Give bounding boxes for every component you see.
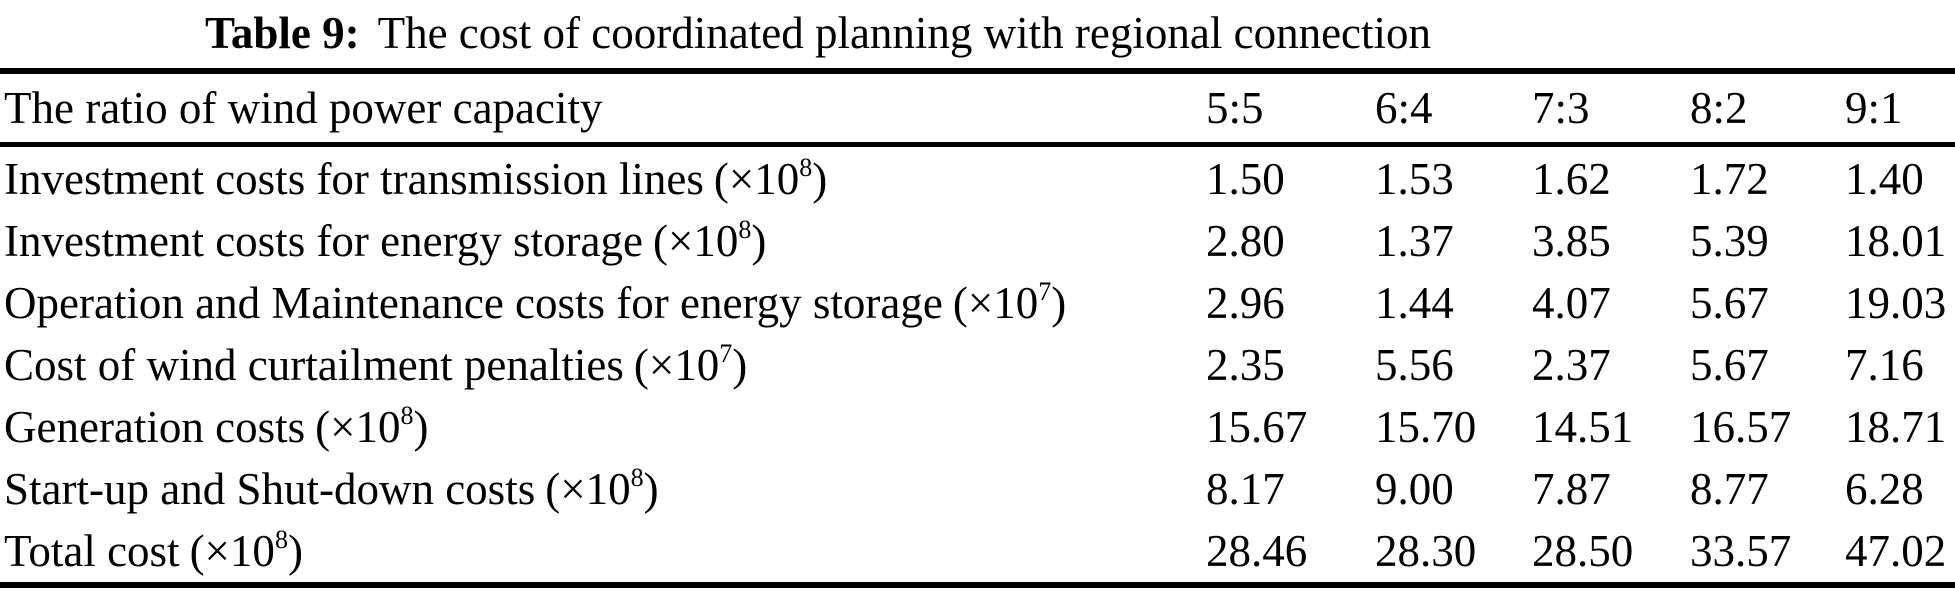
table-body: Investment costs for transmission lines(…: [0, 148, 1955, 582]
cell-value: 28.46: [1206, 526, 1308, 576]
row-unit: (×108): [545, 463, 659, 514]
table-row: Investment costs for energy storage (×108…: [0, 210, 1955, 272]
cell-value: 7.87: [1532, 464, 1611, 514]
row-unit: (×108): [189, 525, 303, 576]
cell-value: 15.70: [1375, 402, 1477, 452]
row-unit: (×108): [315, 401, 429, 452]
row-label: Start-up and Shut-down costs (×108): [4, 463, 659, 514]
exponent: 7: [719, 339, 733, 368]
cell-value: 7.16: [1845, 340, 1924, 390]
cell-value: 5.67: [1690, 340, 1769, 390]
exponent: 8: [274, 525, 288, 554]
exponent: 8: [799, 153, 813, 182]
cell-value: 8.17: [1206, 464, 1285, 514]
row-label: Total cost (×108): [4, 525, 303, 576]
row-unit: (×107): [952, 277, 1067, 328]
column-header-ratio: 5:5: [1206, 83, 1264, 133]
top-rule: [0, 68, 1955, 74]
cell-value: 18.71: [1845, 402, 1947, 452]
column-header-ratio: 9:1: [1845, 83, 1903, 133]
cell-value: 14.51: [1532, 402, 1634, 452]
cell-value: 2.35: [1206, 340, 1285, 390]
row-unit: (×107): [633, 339, 748, 390]
cell-value: 8.77: [1690, 464, 1769, 514]
cell-value: 1.62: [1532, 154, 1611, 204]
row-unit: (×108): [713, 153, 828, 204]
exponent: 7: [1038, 277, 1052, 306]
column-header-ratio: 6:4: [1375, 83, 1433, 133]
table-row: Total cost (×108) 28.46 28.30 28.50 33.57…: [0, 520, 1955, 582]
table-row: Start-up and Shut-down costs (×108) 8.17 …: [0, 458, 1955, 520]
cell-value: 16.57: [1690, 402, 1792, 452]
cell-value: 1.44: [1375, 278, 1454, 328]
row-label: Cost of wind curtailment penalties (×107): [4, 339, 748, 390]
column-header-ratio: 8:2: [1690, 83, 1748, 133]
table-caption-text: The cost of coordinated planning with re…: [377, 8, 1432, 58]
row-unit: (×108): [653, 215, 767, 266]
cell-value: 28.50: [1532, 526, 1634, 576]
cell-value: 5.67: [1690, 278, 1769, 328]
table-caption-number: Table 9:: [204, 8, 360, 58]
cell-value: 5.39: [1690, 216, 1769, 266]
cell-value: 18.01: [1845, 216, 1947, 266]
cell-value: 47.02: [1845, 526, 1947, 576]
cell-value: 28.30: [1375, 526, 1477, 576]
table-row: Generation costs (×108) 15.67 15.70 14.51…: [0, 396, 1955, 458]
cell-value: 1.53: [1375, 154, 1454, 204]
cell-value: 4.07: [1532, 278, 1611, 328]
cell-value: 33.57: [1690, 526, 1792, 576]
cell-value: 1.50: [1206, 154, 1285, 204]
cell-value: 9.00: [1375, 464, 1454, 514]
cell-value: 1.37: [1375, 216, 1454, 266]
cell-value: 15.67: [1206, 402, 1308, 452]
cell-value: 3.85: [1532, 216, 1611, 266]
row-label: Investment costs for energy storage (×108…: [4, 215, 767, 266]
exponent: 8: [400, 401, 414, 430]
row-label: Operation and Maintenance costs for ener…: [4, 277, 1067, 328]
row-label: Generation costs (×108): [4, 401, 429, 452]
cell-value: 2.96: [1206, 278, 1285, 328]
exponent: 8: [630, 463, 644, 492]
table-row: Operation and Maintenance costs for ener…: [0, 272, 1955, 334]
cell-value: 2.37: [1532, 340, 1611, 390]
row-label: Investment costs for transmission lines(…: [4, 153, 828, 204]
column-header-ratio: 7:3: [1532, 83, 1590, 133]
cell-value: 19.03: [1845, 278, 1947, 328]
cell-value: 5.56: [1375, 340, 1454, 390]
mid-rule: [0, 142, 1955, 147]
cell-value: 2.80: [1206, 216, 1285, 266]
table-row: Investment costs for transmission lines(…: [0, 148, 1955, 210]
cell-value: 6.28: [1845, 464, 1924, 514]
exponent: 8: [738, 215, 752, 244]
header-row-label: The ratio of wind power capacity: [4, 83, 603, 133]
table-caption: Table 9: The cost of coordinated planning…: [0, 3, 1636, 63]
table-header-row: The ratio of wind power capacity 5:5 6:4…: [0, 74, 1955, 142]
table-row: Cost of wind curtailment penalties (×107)…: [0, 334, 1955, 396]
cell-value: 1.40: [1845, 154, 1924, 204]
bottom-rule: [0, 582, 1955, 588]
cell-value: 1.72: [1690, 154, 1769, 204]
